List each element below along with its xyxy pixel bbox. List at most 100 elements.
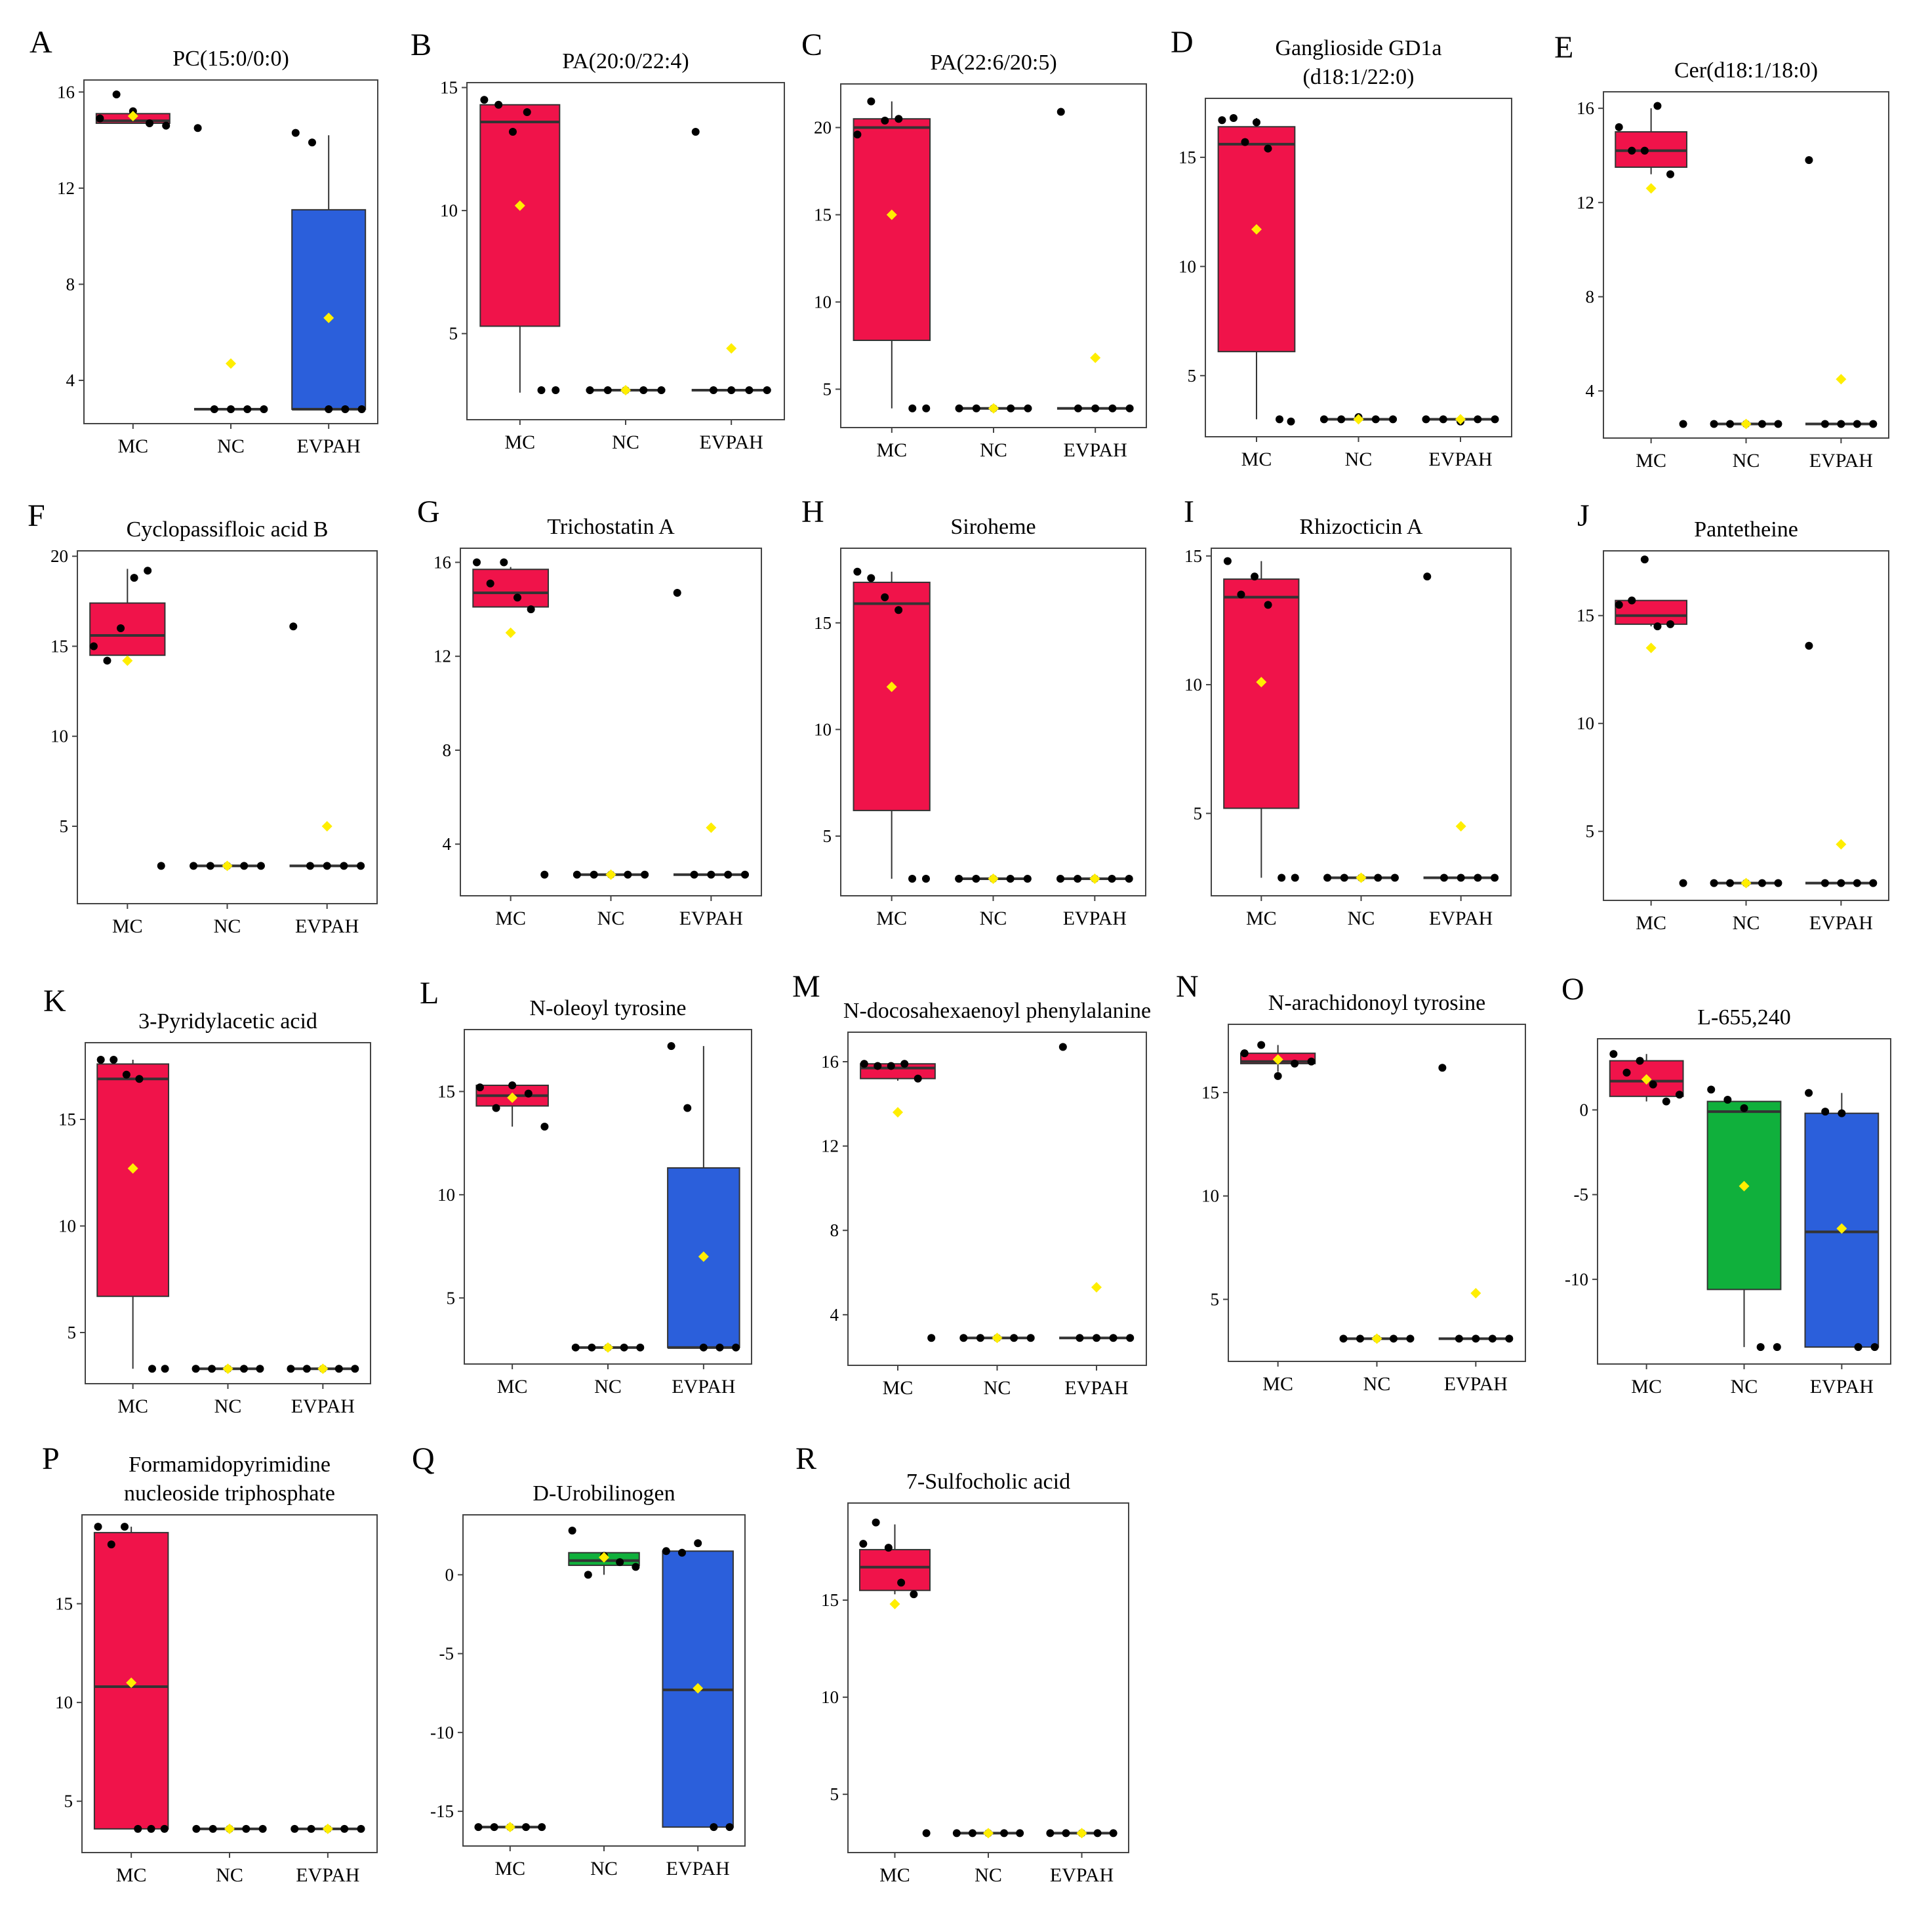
y-tick-label: 10 — [1201, 1186, 1219, 1206]
data-point — [1264, 144, 1272, 153]
data-point — [1662, 1097, 1670, 1106]
y-tick-label: 5 — [60, 816, 69, 836]
x-category-label: MC — [1636, 450, 1666, 472]
data-point — [881, 116, 889, 125]
x-category-label: EVPAH — [1063, 908, 1127, 929]
mean-marker-mc — [1645, 643, 1657, 654]
data-point — [1276, 415, 1284, 424]
x-category-label: EVPAH — [1428, 449, 1492, 470]
data-point — [191, 1365, 200, 1373]
data-point — [474, 1823, 483, 1832]
y-tick-label: 16 — [57, 82, 75, 102]
data-point — [1666, 170, 1675, 178]
mean-marker-nc — [226, 358, 236, 369]
data-point — [763, 386, 771, 394]
panel-title: Trichostatin A — [547, 515, 675, 539]
data-point — [1805, 156, 1813, 165]
data-point — [710, 1823, 718, 1832]
y-tick-label: 5 — [64, 1792, 73, 1811]
data-point — [1679, 879, 1687, 887]
data-point — [357, 1824, 365, 1833]
y-tick-label: 5 — [823, 379, 832, 399]
mean-marker-mc — [505, 627, 516, 638]
data-point — [745, 386, 754, 394]
x-category-label: EVPAH — [1809, 450, 1873, 472]
box-mc — [858, 1549, 931, 1592]
data-point — [523, 108, 531, 117]
data-point — [1439, 873, 1448, 882]
x-category-label: NC — [597, 908, 625, 929]
data-point — [193, 124, 202, 132]
x-category-label: MC — [112, 915, 143, 937]
panel-e: E Cer(d18:1/18:0) 4 8 12 16 MC NC EVPAH — [1554, 30, 1889, 472]
data-point — [1091, 404, 1100, 412]
data-point — [1491, 873, 1499, 882]
panel-q: Q D-Urobilinogen -15 -10 -5 0 MC NC EVPAH — [412, 1441, 746, 1879]
mean-marker-nc — [1356, 872, 1367, 883]
data-point — [351, 1365, 359, 1373]
data-point — [208, 1365, 216, 1373]
mean-marker-nc — [605, 869, 616, 880]
data-point — [1640, 146, 1649, 155]
data-point — [1615, 601, 1623, 609]
data-point — [616, 1558, 624, 1567]
mean-marker-evpah — [1836, 839, 1847, 850]
data-point — [1371, 415, 1380, 424]
data-point — [1774, 420, 1782, 428]
y-tick-label: 10 — [821, 1687, 839, 1707]
y-tick-label: 15 — [50, 636, 68, 656]
data-point — [1024, 404, 1032, 412]
mean-marker-nc — [988, 403, 999, 414]
data-point — [486, 579, 494, 588]
data-point — [667, 1042, 675, 1051]
x-category-label: NC — [975, 1864, 1002, 1886]
y-tick-label: 15 — [437, 1081, 455, 1101]
data-point — [1108, 874, 1116, 883]
x-category-label: MC — [504, 432, 535, 453]
data-point — [110, 1056, 118, 1064]
x-category-label: MC — [495, 908, 526, 929]
mean-marker-evpah — [1836, 374, 1847, 385]
x-category-label: NC — [1363, 1373, 1391, 1395]
mean-marker-nc — [599, 1552, 609, 1563]
data-point — [521, 1823, 530, 1832]
mean-marker-evpah — [1455, 414, 1466, 425]
panel-h: H Siroheme 5 10 15 MC NC EVPAH — [801, 494, 1146, 929]
data-point — [872, 1518, 880, 1527]
panel-label: R — [795, 1441, 816, 1476]
mean-marker-nc — [620, 384, 631, 395]
y-tick-label: 10 — [50, 727, 68, 746]
data-point — [1756, 1343, 1765, 1352]
y-tick-label: 5 — [823, 826, 832, 846]
data-point — [673, 589, 681, 597]
box-nc — [1706, 1100, 1782, 1291]
panel-title: Rhizocticin A — [1300, 515, 1423, 539]
y-tick-label: 10 — [1178, 256, 1196, 276]
y-tick-label: 15 — [814, 205, 832, 224]
data-point — [1274, 1072, 1282, 1080]
data-point — [884, 1544, 893, 1552]
panel-label: A — [30, 25, 52, 60]
y-tick-label: 15 — [1577, 606, 1594, 626]
panel-label: Q — [412, 1441, 435, 1476]
data-point — [1455, 1335, 1463, 1343]
y-tick-label: 16 — [1577, 98, 1594, 118]
y-tick-label: 10 — [55, 1693, 73, 1712]
y-tick-label: 5 — [68, 1323, 77, 1342]
x-category-label: NC — [980, 908, 1007, 929]
data-point — [1666, 620, 1675, 628]
x-category-label: EVPAH — [296, 1864, 359, 1886]
panel-f: F Cyclopassifloic acid B 5 10 15 20 MC NC EVPAH — [28, 498, 378, 937]
x-category-label: NC — [217, 435, 245, 457]
panel-title: Formamidopyrimidine — [129, 1453, 331, 1477]
data-point — [955, 404, 963, 412]
x-category-label: MC — [876, 908, 907, 929]
data-point — [1707, 1085, 1716, 1094]
data-point — [239, 1365, 248, 1373]
y-tick-label: 20 — [814, 117, 832, 137]
mean-marker-evpah — [693, 1683, 704, 1694]
x-category-label: NC — [590, 1858, 618, 1879]
y-tick-label: 15 — [1178, 148, 1196, 167]
panel-label: O — [1561, 972, 1584, 1007]
data-point — [552, 386, 560, 394]
